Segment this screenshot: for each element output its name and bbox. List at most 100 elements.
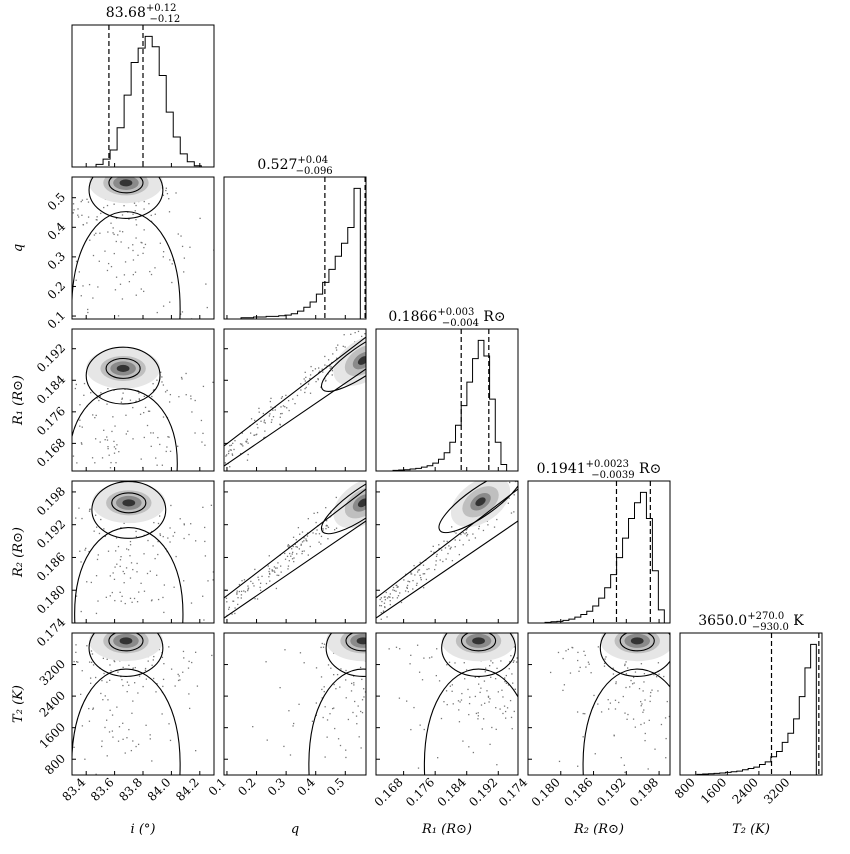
sample-point <box>228 608 230 610</box>
sample-point <box>371 700 372 701</box>
sample-point <box>132 740 134 742</box>
sample-point <box>369 714 370 715</box>
sample-point <box>657 662 660 664</box>
y-axis-q: 0.1 0.2 0.3 0.4 0.5 q <box>11 190 76 332</box>
sample-point <box>149 570 151 572</box>
sample-point <box>588 663 590 665</box>
sample-point <box>472 533 474 535</box>
sample-point <box>56 214 57 215</box>
sample-point <box>77 216 80 218</box>
sample-point <box>295 539 297 541</box>
y-tick-label: 0.192 <box>34 517 68 551</box>
sample-point <box>249 432 252 434</box>
sample-point <box>620 756 622 759</box>
contour-outer <box>224 336 366 447</box>
sample-point <box>350 690 353 692</box>
sample-point <box>674 694 675 695</box>
sample-point <box>612 667 614 669</box>
sample-point <box>593 694 595 697</box>
sample-point <box>454 539 456 541</box>
sample-point <box>264 422 266 424</box>
sample-point <box>123 582 125 584</box>
sample-point <box>82 285 84 287</box>
sample-point <box>145 678 148 680</box>
sample-point <box>489 743 491 746</box>
sample-point <box>664 717 667 719</box>
sample-point <box>167 496 168 497</box>
sample-point <box>315 667 318 669</box>
sample-point <box>472 751 475 754</box>
sample-point <box>84 549 86 551</box>
sample-point <box>162 678 165 681</box>
sample-point <box>371 676 372 677</box>
sample-point <box>108 454 110 456</box>
sample-point <box>110 669 112 672</box>
sample-point <box>420 579 422 581</box>
sample-point <box>495 706 497 709</box>
sample-point <box>121 679 123 681</box>
sample-point <box>165 187 167 189</box>
panel-frame <box>375 480 519 624</box>
sample-point <box>431 656 433 658</box>
sample-point <box>42 215 43 216</box>
sample-point <box>98 260 100 262</box>
sample-point <box>150 432 152 434</box>
sample-point <box>480 687 482 689</box>
sample-point <box>459 539 461 541</box>
sample-point <box>548 660 549 661</box>
panel-frame <box>375 632 519 776</box>
sample-point <box>324 355 326 358</box>
sample-point <box>100 212 102 215</box>
sample-point <box>373 676 374 677</box>
sample-point <box>122 684 124 687</box>
sample-point <box>366 646 367 647</box>
sample-point <box>75 651 77 654</box>
sample-point <box>663 793 664 794</box>
sample-point <box>114 289 117 291</box>
sample-point <box>389 596 391 598</box>
sample-point <box>695 734 696 735</box>
sample-point <box>626 718 628 720</box>
sample-point <box>386 701 387 702</box>
sample-point <box>458 721 461 723</box>
sample-point <box>379 763 380 764</box>
sample-point <box>132 438 134 440</box>
y-axis-label-q: q <box>11 244 26 252</box>
sample-point <box>510 655 512 657</box>
sample-point <box>114 448 117 450</box>
sample-point <box>688 656 689 657</box>
sample-point <box>246 459 249 461</box>
sample-point <box>241 443 243 446</box>
sample-point <box>610 705 611 706</box>
sample-point <box>483 680 486 682</box>
sample-point <box>331 370 334 372</box>
sample-point <box>315 533 317 535</box>
sample-point <box>190 602 193 604</box>
sample-point <box>495 728 497 731</box>
sample-point <box>582 736 584 738</box>
sample-point <box>121 214 124 216</box>
sample-point <box>358 736 360 738</box>
sample-point <box>675 648 676 649</box>
sample-point <box>336 357 338 359</box>
sample-point <box>42 443 43 444</box>
density-level <box>472 637 485 645</box>
sample-point <box>377 702 378 703</box>
sample-point <box>440 549 443 551</box>
sample-point <box>446 664 448 666</box>
sample-point <box>247 585 249 587</box>
sample-point <box>143 246 145 249</box>
sample-point <box>113 446 116 448</box>
sample-point <box>287 544 290 546</box>
title-R1: 0.1866+0.003 −0.004 R⊙ <box>388 307 505 329</box>
sample-point <box>415 648 416 649</box>
sample-point <box>78 271 80 273</box>
panel-frame <box>223 480 367 624</box>
density-level <box>119 179 133 187</box>
x-axis-label-R2: R₂ (R⊙) <box>573 822 624 837</box>
sample-point <box>557 664 558 665</box>
sample-point <box>357 330 360 333</box>
sample-point <box>231 613 233 615</box>
sample-point <box>317 378 319 381</box>
sample-point <box>322 527 324 530</box>
